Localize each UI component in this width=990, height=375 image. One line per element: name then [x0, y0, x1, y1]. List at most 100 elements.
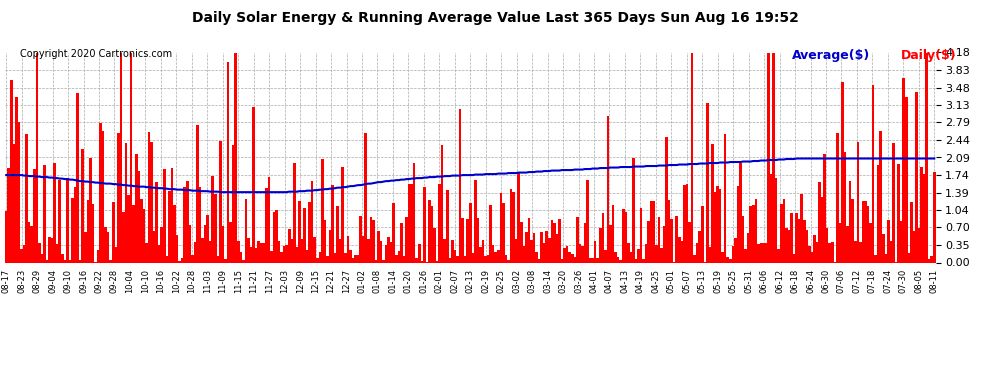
Bar — [237, 241, 240, 262]
Bar — [456, 256, 458, 262]
Bar — [571, 254, 573, 262]
Bar — [518, 172, 520, 262]
Bar — [905, 97, 908, 262]
Bar — [196, 125, 199, 262]
Bar — [398, 251, 400, 262]
Bar — [334, 253, 337, 262]
Bar — [688, 222, 691, 262]
Bar — [275, 210, 278, 262]
Bar — [346, 236, 349, 262]
Bar — [861, 201, 864, 262]
Bar — [206, 215, 209, 262]
Bar — [423, 187, 426, 262]
Bar — [635, 259, 638, 262]
Bar — [831, 242, 834, 262]
Bar — [418, 244, 421, 262]
Bar — [754, 199, 757, 262]
Bar — [903, 78, 905, 262]
Bar — [298, 201, 301, 262]
Bar — [887, 220, 890, 262]
Bar — [476, 218, 479, 262]
Bar — [657, 217, 660, 262]
Bar — [693, 255, 696, 262]
Bar — [405, 217, 408, 262]
Bar — [143, 209, 146, 262]
Bar — [541, 232, 543, 262]
Bar — [222, 226, 224, 262]
Bar — [851, 199, 854, 262]
Bar — [201, 238, 204, 262]
Bar — [446, 190, 448, 262]
Bar — [99, 123, 102, 262]
Bar — [615, 252, 617, 262]
Bar — [785, 228, 788, 262]
Bar — [466, 219, 469, 262]
Text: Copyright 2020 Cartronics.com: Copyright 2020 Cartronics.com — [20, 49, 172, 59]
Bar — [212, 176, 214, 262]
Bar — [877, 165, 879, 262]
Bar — [719, 189, 722, 262]
Bar — [38, 243, 41, 262]
Bar — [306, 250, 308, 262]
Bar — [788, 230, 790, 262]
Bar — [819, 182, 821, 262]
Bar — [900, 221, 903, 262]
Bar — [56, 244, 58, 262]
Bar — [798, 219, 801, 262]
Bar — [591, 258, 594, 262]
Bar — [843, 152, 846, 262]
Bar — [560, 259, 563, 262]
Bar — [584, 223, 586, 262]
Bar — [173, 205, 176, 262]
Bar — [448, 258, 451, 262]
Bar — [543, 243, 545, 262]
Bar — [806, 230, 808, 262]
Bar — [897, 164, 900, 262]
Bar — [910, 202, 913, 262]
Bar — [380, 240, 382, 262]
Bar — [112, 202, 115, 262]
Bar — [158, 245, 160, 262]
Bar — [698, 231, 701, 262]
Bar — [767, 53, 770, 262]
Bar — [772, 53, 775, 262]
Bar — [311, 182, 314, 262]
Bar — [293, 163, 296, 262]
Bar — [245, 199, 248, 262]
Bar — [191, 255, 194, 262]
Bar — [8, 168, 10, 262]
Bar — [400, 223, 403, 262]
Bar — [625, 212, 627, 262]
Bar — [262, 243, 265, 262]
Bar — [444, 239, 446, 262]
Bar — [395, 255, 398, 262]
Bar — [859, 242, 861, 262]
Bar — [652, 201, 655, 262]
Bar — [918, 228, 921, 262]
Bar — [821, 197, 824, 262]
Bar — [209, 241, 212, 262]
Bar — [36, 53, 38, 262]
Bar — [512, 192, 515, 262]
Bar — [155, 182, 158, 262]
Bar — [607, 116, 609, 262]
Bar — [227, 62, 230, 262]
Bar — [337, 206, 339, 262]
Bar — [602, 213, 604, 262]
Bar — [41, 254, 44, 262]
Bar — [194, 242, 196, 262]
Bar — [846, 226, 848, 262]
Bar — [18, 122, 20, 262]
Bar — [609, 225, 612, 262]
Bar — [594, 241, 596, 262]
Bar — [135, 154, 138, 262]
Bar — [563, 248, 566, 262]
Bar — [655, 244, 657, 262]
Bar — [130, 53, 133, 262]
Bar — [13, 144, 15, 262]
Bar — [439, 184, 441, 262]
Bar — [915, 92, 918, 262]
Bar — [531, 240, 533, 262]
Bar — [451, 240, 453, 262]
Bar — [115, 247, 117, 262]
